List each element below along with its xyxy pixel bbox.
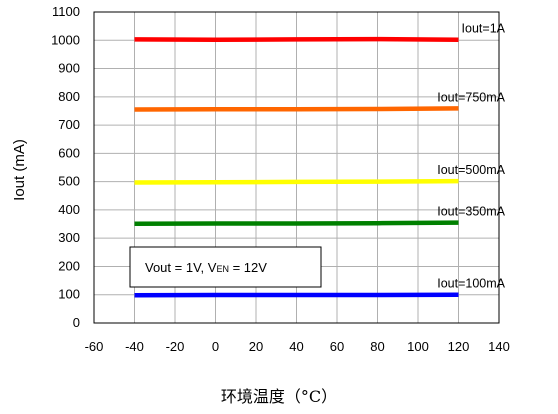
- x-tick-label: -20: [166, 339, 185, 354]
- series-label: Iout=1A: [462, 22, 506, 36]
- y-tick-label: 900: [58, 61, 80, 76]
- y-tick-label: 300: [58, 230, 80, 245]
- annotation-text: Vout = 1V, VEN = 12V: [145, 260, 267, 275]
- y-tick-label: 100: [58, 287, 80, 302]
- y-tick-label: 700: [58, 117, 80, 132]
- annotation-post: = 12V: [229, 260, 267, 275]
- x-tick-label: 60: [330, 339, 344, 354]
- x-tick-label: 40: [289, 339, 303, 354]
- x-axis-label: 环境温度（°C）: [221, 387, 337, 406]
- x-tick-label: 20: [249, 339, 263, 354]
- x-tick-label: 120: [448, 339, 470, 354]
- y-tick-label: 400: [58, 202, 80, 217]
- x-axis-ticks: -60 -40 -20 0 20 40 60 80 100 120 140: [85, 339, 510, 354]
- x-tick-label: 0: [212, 339, 219, 354]
- y-tick-label: 1100: [52, 4, 80, 19]
- y-axis-ticks: 0 100 200 300 400 500 600 700 800 900 1000 1100: [51, 4, 80, 330]
- series-line: [135, 181, 459, 182]
- series-line: [135, 108, 459, 109]
- series-label: Iout=500mA: [437, 163, 505, 177]
- series-line: [135, 223, 459, 224]
- series-labels: Iout=1A Iout=750mA Iout=500mA Iout=350mA Iou…: [437, 22, 505, 291]
- y-tick-label: 200: [58, 258, 80, 273]
- y-tick-label: 800: [58, 89, 80, 104]
- y-tick-label: 1000: [51, 32, 80, 47]
- x-tick-label: 140: [488, 339, 510, 354]
- annotation-pre: Vout = 1V, V: [145, 260, 217, 275]
- series-line: [135, 39, 459, 40]
- annotation-subscript: EN: [216, 264, 229, 274]
- y-tick-label: 500: [58, 174, 80, 189]
- series-label: Iout=350mA: [437, 205, 505, 219]
- series-label: Iout=750mA: [437, 90, 505, 104]
- series-label: Iout=100mA: [437, 277, 505, 291]
- annotation-box: Vout = 1V, VEN = 12V: [130, 247, 321, 287]
- series-line: [135, 295, 459, 296]
- x-tick-label: -60: [85, 339, 104, 354]
- x-tick-label: -40: [125, 339, 144, 354]
- x-tick-label: 100: [407, 339, 429, 354]
- y-axis-label: Iout (mA): [11, 139, 28, 201]
- y-tick-label: 0: [73, 315, 80, 330]
- y-tick-label: 600: [58, 145, 80, 160]
- x-tick-label: 80: [370, 339, 384, 354]
